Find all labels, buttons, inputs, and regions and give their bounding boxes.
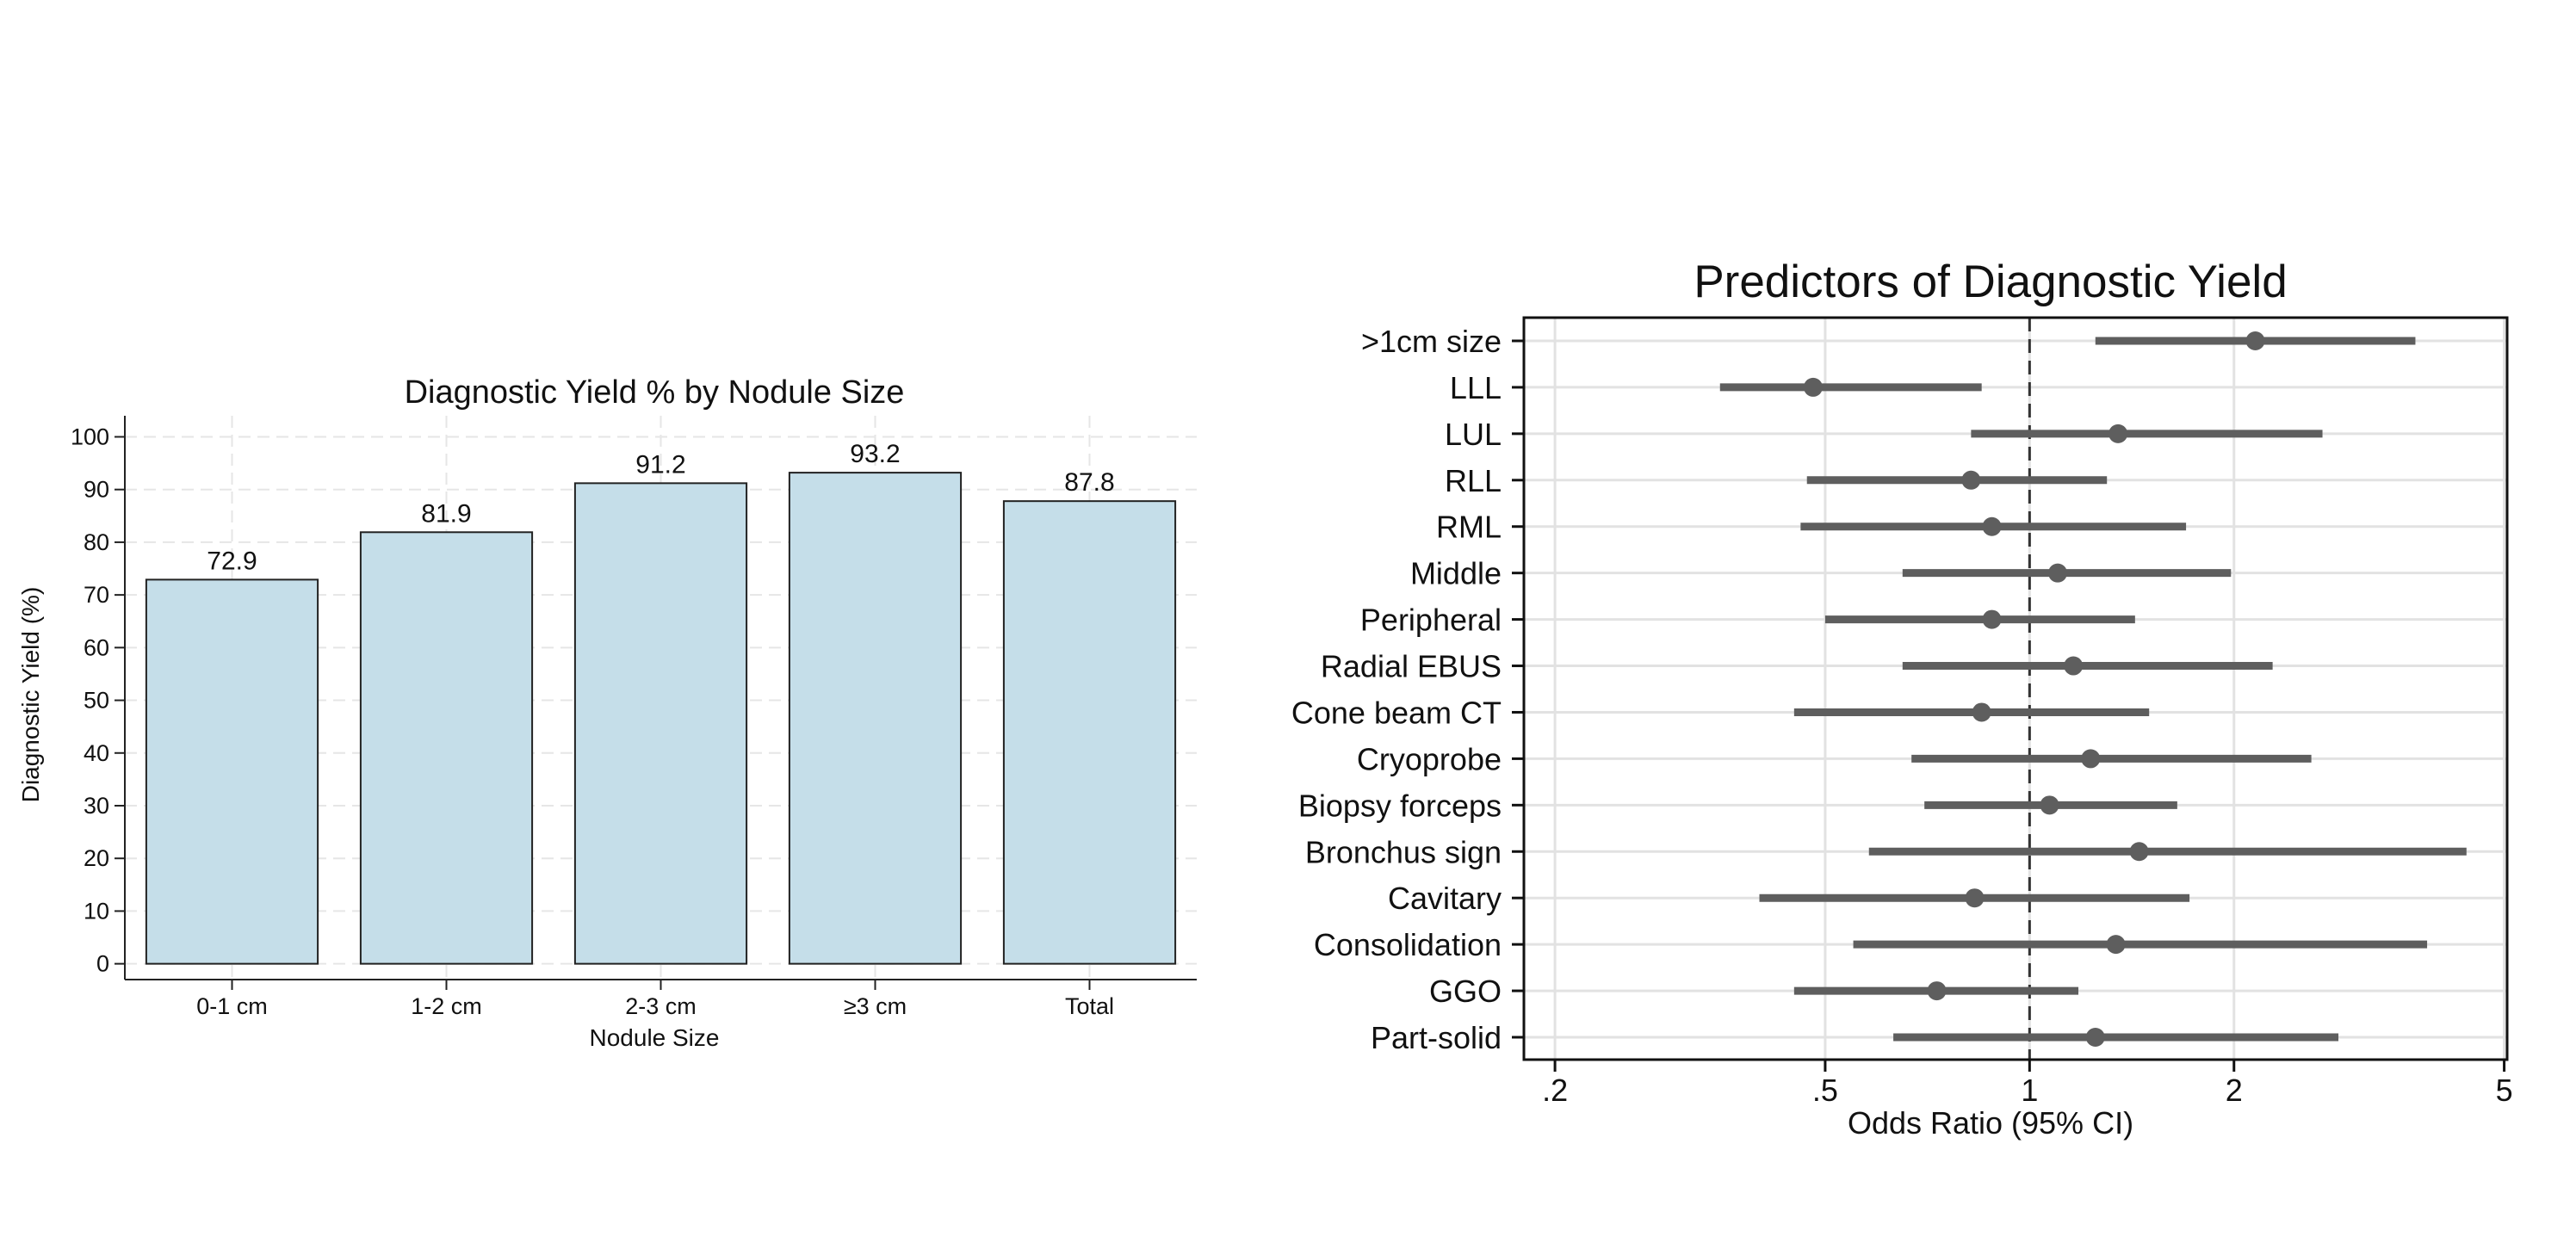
bar-y-tick-label: 20 [84,845,109,871]
bar-plot-area: 72.9 81.9 91.2 93.2 87.8 0 10 20 30 40 50 60 70 80 90 1… [71,416,1197,1019]
forest-x-tick-label: .2 [1542,1073,1568,1108]
bar-x-tick-label: 1-2 cm [411,993,482,1019]
forest-point [1961,470,1981,490]
forest-point [2040,795,2059,815]
forest-row-label: Middle [1410,556,1502,591]
forest-row-label: RML [1436,510,1502,545]
forest-point [2064,656,2084,676]
bar-x-tick-label: Total [1065,993,1114,1019]
forest-x-tick-label: .5 [1812,1073,1838,1108]
forest-point [2129,842,2149,862]
bar-y-tick-label: 100 [71,424,109,449]
forest-row-label: Peripheral [1360,603,1502,638]
bar-y-tick-label: 0 [96,951,109,977]
bar-value-label: 81.9 [421,499,471,528]
bar-x-tick-label: 0-1 cm [196,993,268,1019]
forest-x-tick-label: 1 [2021,1073,2038,1108]
bar-chart-y-label: Diagnostic Yield (%) [17,587,44,803]
forest-plot-area: >1cm size LLL LUL RLL RML Middle Peripheral Rad… [1291,316,2513,1108]
bar [1002,500,1177,965]
bar-y-tick-label: 90 [84,477,109,503]
bar-chart-title: Diagnostic Yield % by Nodule Size [405,374,905,411]
bar-y-tick-label: 30 [84,793,109,819]
bar-y-tick-label: 60 [84,634,109,660]
forest-row-label: Consolidation [1314,927,1502,962]
forest-plot-x-label: Odds Ratio (95% CI) [1848,1105,2133,1141]
bar-y-tick-label: 50 [84,688,109,714]
forest-row-label: Biopsy forceps [1298,788,1502,823]
forest-x-tick-label: 2 [2226,1073,2243,1108]
forest-row-label: Part-solid [1371,1020,1502,1055]
forest-row-label: GGO [1429,974,1502,1009]
forest-row-label: Cryoprobe [1357,741,1502,776]
bar-value-label: 91.2 [635,450,685,479]
bar-y-tick-label: 40 [84,740,109,766]
bar-x-tick-label: 2-3 cm [625,993,697,1019]
forest-point [1982,516,2002,536]
forest-point [1972,702,1991,722]
forest-row-label: Cone beam CT [1291,695,1502,730]
forest-point [2081,749,2101,769]
forest-row-label: >1cm size [1361,324,1502,359]
bar-x-tick-label: ≥3 cm [844,993,907,1019]
forest-x-tick-label: 5 [2496,1073,2513,1108]
bar-value-label: 87.8 [1064,468,1114,497]
bar-y-tick-label: 10 [84,898,109,924]
bar [359,531,534,965]
forest-point [2085,1028,2105,1047]
bar-value-label: 72.9 [207,547,257,575]
forest-row-label: LUL [1445,417,1502,452]
forest-point [1982,609,2002,629]
forest-point [2047,563,2067,583]
forest-row-label: LLL [1450,370,1502,405]
bar-value-label: 93.2 [850,440,900,468]
bar [573,482,748,965]
forest-plot-title: Predictors of Diagnostic Yield [1694,257,2287,307]
forest-row-label: RLL [1445,463,1502,498]
forest-plot: Predictors of Diagnostic Yield >1cm size… [1291,257,2513,1141]
bar-y-tick-label: 70 [84,582,109,608]
forest-row-label: Radial EBUS [1321,649,1502,684]
forest-point [1927,981,1947,1001]
forest-point [1803,377,1823,397]
forest-row-label: Bronchus sign [1305,834,1502,869]
forest-row-label: Cavitary [1388,881,1502,916]
bar-chart: Diagnostic Yield % by Nodule Size 72.9 81… [17,374,1197,1051]
bar [145,578,319,965]
bar-chart-x-label: Nodule Size [590,1024,720,1051]
forest-point [2106,935,2126,955]
bar-y-tick-label: 80 [84,529,109,555]
forest-frame [1522,316,2509,1061]
forest-point [1965,888,1985,908]
forest-point [2108,424,2128,443]
forest-point [2245,331,2265,350]
bar [788,472,963,965]
